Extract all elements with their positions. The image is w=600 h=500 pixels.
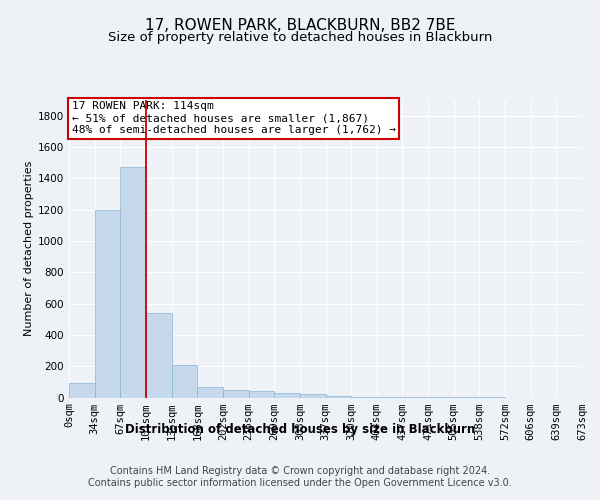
Bar — [274, 393, 300, 398]
Bar — [351, 396, 377, 398]
Y-axis label: Number of detached properties: Number of detached properties — [24, 161, 34, 336]
Text: Contains HM Land Registry data © Crown copyright and database right 2024.: Contains HM Land Registry data © Crown c… — [110, 466, 490, 476]
Bar — [197, 388, 223, 398]
Bar — [121, 168, 146, 398]
Bar — [223, 390, 248, 398]
Bar — [172, 366, 197, 398]
Bar — [69, 384, 95, 398]
Bar — [146, 313, 172, 398]
Bar — [300, 394, 325, 398]
Text: Size of property relative to detached houses in Blackburn: Size of property relative to detached ho… — [108, 31, 492, 44]
Bar — [248, 391, 274, 398]
Text: Contains public sector information licensed under the Open Government Licence v3: Contains public sector information licen… — [88, 478, 512, 488]
Text: Distribution of detached houses by size in Blackburn: Distribution of detached houses by size … — [125, 422, 475, 436]
Text: 17 ROWEN PARK: 114sqm
← 51% of detached houses are smaller (1,867)
48% of semi-d: 17 ROWEN PARK: 114sqm ← 51% of detached … — [71, 102, 395, 134]
Bar — [377, 396, 403, 398]
Bar — [325, 396, 351, 398]
Bar — [95, 210, 121, 398]
Text: 17, ROWEN PARK, BLACKBURN, BB2 7BE: 17, ROWEN PARK, BLACKBURN, BB2 7BE — [145, 18, 455, 32]
